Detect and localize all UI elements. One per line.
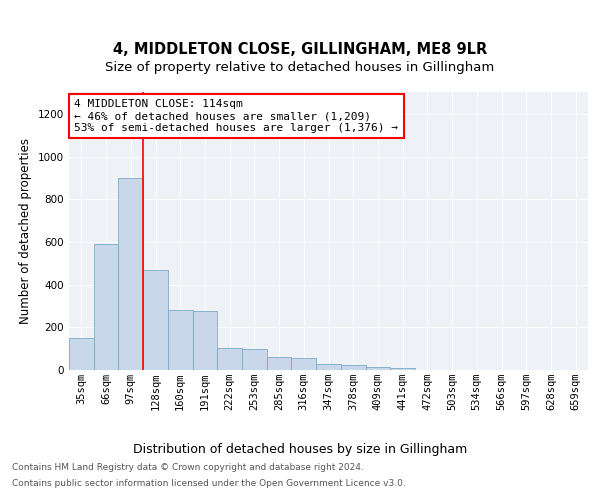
Text: Contains public sector information licensed under the Open Government Licence v3: Contains public sector information licen… — [12, 478, 406, 488]
Bar — [143, 270, 168, 370]
Text: Size of property relative to detached houses in Gillingham: Size of property relative to detached ho… — [106, 61, 494, 74]
Bar — [168, 310, 193, 370]
Text: 4 MIDDLETON CLOSE: 114sqm
← 46% of detached houses are smaller (1,209)
53% of se: 4 MIDDLETON CLOSE: 114sqm ← 46% of detac… — [74, 100, 398, 132]
Bar — [217, 348, 242, 370]
Bar — [316, 364, 341, 370]
Bar — [341, 366, 365, 370]
Text: Contains HM Land Registry data © Crown copyright and database right 2024.: Contains HM Land Registry data © Crown c… — [12, 464, 364, 472]
Bar — [118, 178, 143, 370]
Bar — [292, 358, 316, 370]
Y-axis label: Number of detached properties: Number of detached properties — [19, 138, 32, 324]
Text: 4, MIDDLETON CLOSE, GILLINGHAM, ME8 9LR: 4, MIDDLETON CLOSE, GILLINGHAM, ME8 9LR — [113, 42, 487, 58]
Bar — [365, 367, 390, 370]
Bar — [94, 244, 118, 370]
Bar — [69, 338, 94, 370]
Bar — [267, 357, 292, 370]
Bar — [390, 368, 415, 370]
Bar — [193, 312, 217, 370]
Text: Distribution of detached houses by size in Gillingham: Distribution of detached houses by size … — [133, 442, 467, 456]
Bar — [242, 348, 267, 370]
